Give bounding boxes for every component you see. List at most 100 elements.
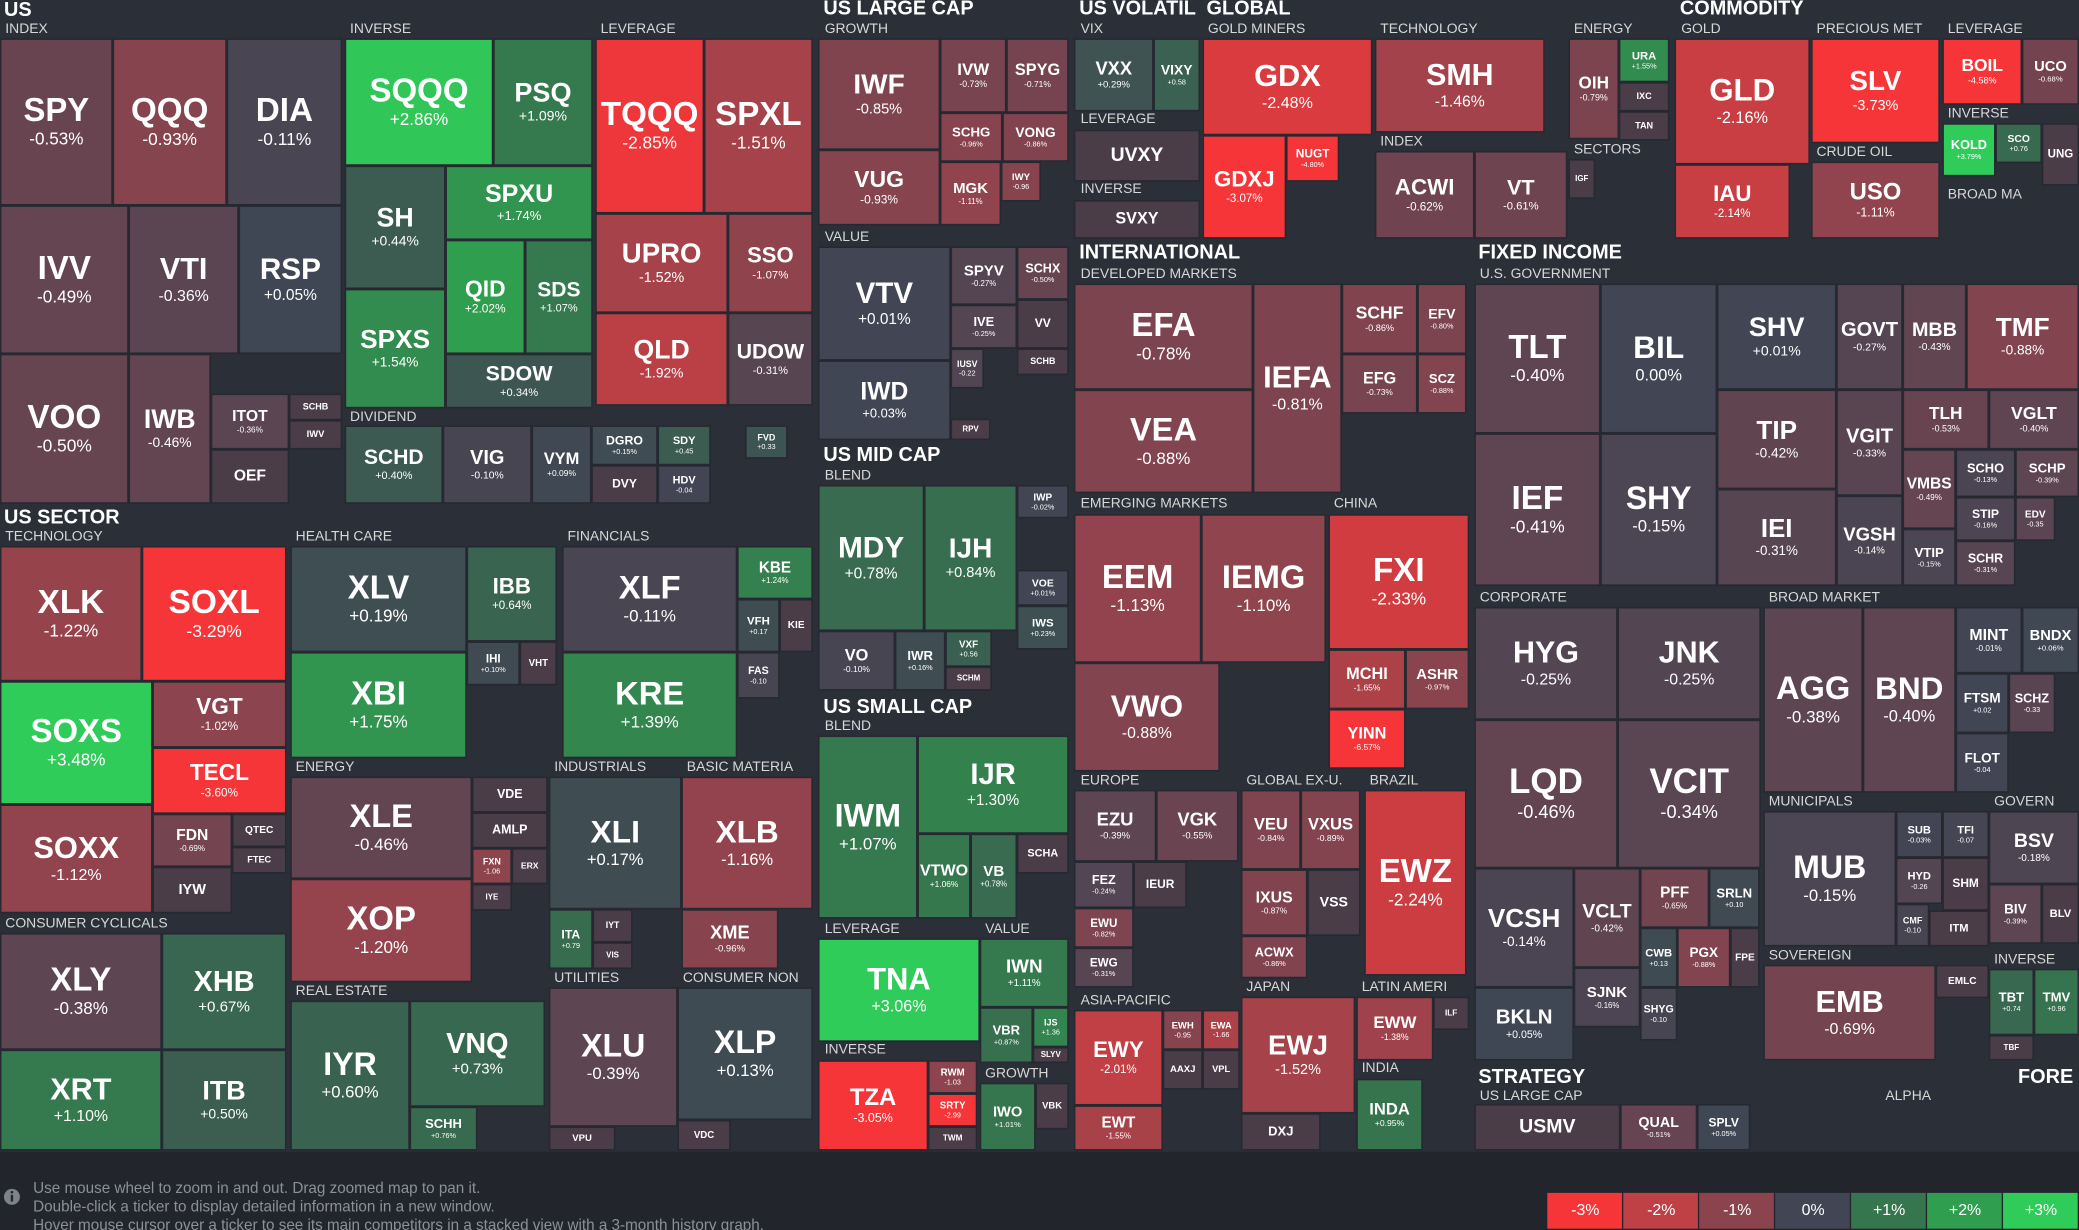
tile[interactable] bbox=[1328, 514, 1470, 650]
tile[interactable] bbox=[1902, 389, 1989, 450]
tile[interactable] bbox=[1300, 789, 1361, 870]
tile[interactable] bbox=[1202, 1049, 1240, 1090]
tile[interactable] bbox=[595, 213, 729, 313]
tile[interactable] bbox=[1600, 433, 1718, 586]
tile[interactable] bbox=[1474, 283, 1601, 434]
tile[interactable] bbox=[1935, 964, 1989, 999]
tile[interactable] bbox=[677, 987, 813, 1121]
tile[interactable] bbox=[1073, 1105, 1163, 1151]
tile[interactable] bbox=[1730, 927, 1760, 988]
tile[interactable] bbox=[1073, 789, 1157, 862]
tile[interactable] bbox=[1000, 161, 1041, 202]
tile[interactable] bbox=[152, 681, 287, 748]
tile[interactable] bbox=[1988, 968, 2035, 1036]
tile[interactable] bbox=[927, 1060, 978, 1094]
tile[interactable] bbox=[950, 348, 984, 389]
tile[interactable] bbox=[591, 425, 658, 466]
tile[interactable] bbox=[1836, 495, 1903, 586]
tile[interactable] bbox=[1995, 123, 2043, 164]
tile[interactable] bbox=[1073, 662, 1220, 772]
tile[interactable] bbox=[817, 630, 896, 691]
tile[interactable] bbox=[141, 545, 287, 682]
tile[interactable] bbox=[1356, 996, 1434, 1061]
tile[interactable] bbox=[288, 393, 343, 421]
tile[interactable] bbox=[1240, 789, 1301, 870]
tile[interactable] bbox=[344, 38, 494, 166]
tile[interactable] bbox=[1016, 348, 1069, 376]
tile[interactable] bbox=[1895, 811, 1943, 858]
tile[interactable] bbox=[817, 149, 941, 226]
tile[interactable] bbox=[1417, 353, 1467, 414]
tile[interactable] bbox=[1073, 861, 1134, 909]
tile[interactable] bbox=[1162, 1009, 1203, 1050]
tile[interactable] bbox=[1618, 82, 1670, 112]
tile[interactable] bbox=[1708, 868, 1760, 928]
tile[interactable] bbox=[548, 987, 678, 1127]
tile[interactable] bbox=[562, 651, 738, 759]
tile[interactable] bbox=[1716, 283, 1837, 390]
tile[interactable] bbox=[1240, 869, 1308, 936]
tile[interactable] bbox=[290, 776, 473, 879]
tile[interactable] bbox=[595, 38, 705, 214]
tile[interactable] bbox=[1356, 1078, 1423, 1151]
tile[interactable] bbox=[2008, 673, 2056, 734]
tile[interactable] bbox=[681, 776, 813, 910]
tile[interactable] bbox=[1073, 129, 1201, 182]
tile[interactable] bbox=[1328, 708, 1406, 769]
tile[interactable] bbox=[1474, 606, 1618, 720]
tile[interactable] bbox=[1600, 283, 1718, 434]
tile[interactable] bbox=[1902, 528, 1956, 586]
tile[interactable] bbox=[0, 38, 113, 206]
tile[interactable] bbox=[1307, 869, 1361, 936]
tile[interactable] bbox=[950, 304, 1018, 349]
tile[interactable] bbox=[1374, 38, 1545, 133]
tile[interactable] bbox=[128, 353, 211, 504]
tile[interactable] bbox=[1942, 811, 1989, 858]
tile[interactable] bbox=[128, 205, 239, 355]
tile[interactable] bbox=[817, 38, 941, 150]
tile[interactable] bbox=[1341, 283, 1418, 355]
tile[interactable] bbox=[970, 833, 1018, 919]
tile[interactable] bbox=[1016, 833, 1069, 874]
tile[interactable] bbox=[161, 932, 287, 1050]
tile[interactable] bbox=[524, 239, 593, 355]
tile[interactable] bbox=[2015, 496, 2056, 541]
tile[interactable] bbox=[727, 213, 813, 313]
tile[interactable] bbox=[1073, 283, 1254, 390]
tile[interactable] bbox=[471, 883, 512, 911]
tile[interactable] bbox=[1374, 150, 1475, 239]
tile[interactable] bbox=[1677, 927, 1731, 988]
tile[interactable] bbox=[592, 909, 633, 943]
tile[interactable] bbox=[466, 641, 520, 686]
tile[interactable] bbox=[1032, 1007, 1069, 1048]
tile[interactable] bbox=[0, 932, 162, 1050]
tile[interactable] bbox=[511, 848, 548, 885]
tile[interactable] bbox=[1639, 987, 1678, 1041]
tile[interactable] bbox=[548, 1126, 616, 1151]
tile[interactable] bbox=[979, 938, 1069, 1008]
tile[interactable] bbox=[1474, 150, 1568, 239]
tile[interactable] bbox=[917, 735, 1069, 834]
tile[interactable] bbox=[493, 38, 593, 166]
tile[interactable] bbox=[950, 246, 1018, 305]
tile[interactable] bbox=[2041, 123, 2079, 186]
tile[interactable] bbox=[290, 1000, 410, 1151]
tile[interactable] bbox=[1811, 38, 1940, 144]
tile[interactable] bbox=[1240, 935, 1308, 979]
tile[interactable] bbox=[1618, 111, 1670, 141]
tile[interactable] bbox=[344, 165, 446, 290]
tile[interactable] bbox=[1073, 947, 1134, 988]
tile[interactable] bbox=[1955, 606, 2023, 674]
tile[interactable] bbox=[466, 545, 558, 642]
tile[interactable] bbox=[1162, 1049, 1203, 1090]
tile[interactable] bbox=[737, 598, 780, 653]
tile[interactable] bbox=[1016, 484, 1069, 519]
tile[interactable] bbox=[0, 1049, 162, 1151]
tile[interactable] bbox=[442, 425, 532, 504]
tile[interactable] bbox=[471, 812, 548, 849]
tile[interactable] bbox=[1568, 158, 1596, 199]
tile[interactable] bbox=[1716, 488, 1837, 586]
tile[interactable] bbox=[1988, 883, 2043, 944]
tile[interactable] bbox=[1902, 449, 1956, 529]
tile[interactable] bbox=[152, 747, 287, 814]
